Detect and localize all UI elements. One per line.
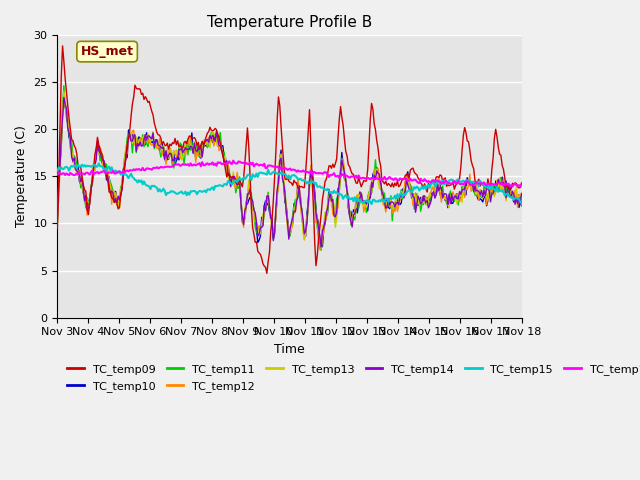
TC_temp10 <box>209 140 216 145</box>
TC_temp15 <box>518 201 525 206</box>
TC_temp15 <box>95 160 102 166</box>
TC_temp15 <box>368 201 376 207</box>
TC_temp10 <box>112 189 120 194</box>
Line: TC_temp14: TC_temp14 <box>58 97 522 247</box>
TC_temp14 <box>112 196 120 202</box>
TC_temp16 <box>215 160 223 166</box>
TC_temp09 <box>495 144 502 150</box>
TC_temp12 <box>495 178 502 183</box>
TC_temp13 <box>112 192 120 197</box>
TC_temp14 <box>209 132 216 138</box>
TC_temp11 <box>193 143 201 149</box>
TC_temp09 <box>518 180 525 186</box>
TC_temp13 <box>495 184 502 190</box>
TC_temp15 <box>193 192 201 197</box>
TC_temp15 <box>112 168 120 173</box>
TC_temp14 <box>60 95 68 100</box>
Text: HS_met: HS_met <box>81 45 134 58</box>
TC_temp12 <box>54 210 61 216</box>
TC_temp15 <box>495 189 502 195</box>
TC_temp12 <box>209 136 216 142</box>
TC_temp13 <box>209 128 216 134</box>
TC_temp15 <box>216 182 224 188</box>
Line: TC_temp13: TC_temp13 <box>58 91 522 244</box>
TC_temp14 <box>495 176 502 182</box>
TC_temp09 <box>263 271 271 276</box>
TC_temp11 <box>54 214 61 220</box>
TC_temp12 <box>258 223 266 228</box>
TC_temp12 <box>60 99 68 105</box>
TC_temp14 <box>258 224 266 230</box>
Line: TC_temp12: TC_temp12 <box>58 102 522 250</box>
TC_temp12 <box>193 146 201 152</box>
TC_temp12 <box>216 146 224 152</box>
TC_temp13 <box>258 222 266 228</box>
TC_temp09 <box>216 140 224 146</box>
TC_temp16 <box>509 184 516 190</box>
TC_temp10 <box>54 216 61 222</box>
TC_temp16 <box>493 180 501 186</box>
Line: TC_temp09: TC_temp09 <box>58 46 522 274</box>
X-axis label: Time: Time <box>274 343 305 356</box>
TC_temp10 <box>216 140 224 146</box>
TC_temp10 <box>317 245 325 251</box>
TC_temp16 <box>207 161 215 167</box>
TC_temp15 <box>54 168 61 174</box>
TC_temp11 <box>112 197 120 203</box>
TC_temp09 <box>209 128 216 133</box>
TC_temp11 <box>216 130 224 135</box>
TC_temp13 <box>54 219 61 225</box>
TC_temp11 <box>60 83 68 88</box>
Legend: TC_temp09, TC_temp10, TC_temp11, TC_temp12, TC_temp13, TC_temp14, TC_temp15, TC_: TC_temp09, TC_temp10, TC_temp11, TC_temp… <box>63 360 640 396</box>
TC_temp14 <box>518 191 525 196</box>
TC_temp13 <box>518 197 525 203</box>
Line: TC_temp16: TC_temp16 <box>58 161 522 187</box>
TC_temp09 <box>112 198 120 204</box>
TC_temp13 <box>216 144 224 150</box>
TC_temp16 <box>54 171 61 177</box>
Line: TC_temp15: TC_temp15 <box>58 163 522 204</box>
TC_temp16 <box>229 158 237 164</box>
TC_temp13 <box>60 88 68 94</box>
TC_temp14 <box>193 149 201 155</box>
TC_temp11 <box>317 248 325 253</box>
TC_temp10 <box>258 215 266 220</box>
TC_temp16 <box>192 163 200 168</box>
TC_temp09 <box>193 143 201 148</box>
TC_temp16 <box>111 170 118 176</box>
TC_temp16 <box>518 182 525 188</box>
Line: TC_temp10: TC_temp10 <box>58 95 522 248</box>
TC_temp09 <box>258 255 266 261</box>
TC_temp12 <box>316 247 324 252</box>
TC_temp13 <box>193 147 201 153</box>
TC_temp14 <box>54 213 61 218</box>
TC_temp16 <box>258 162 266 168</box>
TC_temp15 <box>258 170 266 176</box>
TC_temp14 <box>317 244 325 250</box>
TC_temp15 <box>209 184 216 190</box>
TC_temp12 <box>112 190 120 195</box>
TC_temp11 <box>518 203 525 209</box>
TC_temp11 <box>495 181 502 187</box>
TC_temp12 <box>518 192 525 198</box>
TC_temp10 <box>193 143 201 149</box>
TC_temp10 <box>518 199 525 204</box>
Line: TC_temp11: TC_temp11 <box>58 85 522 251</box>
TC_temp10 <box>60 92 68 98</box>
Title: Temperature Profile B: Temperature Profile B <box>207 15 372 30</box>
Y-axis label: Temperature (C): Temperature (C) <box>15 125 28 228</box>
TC_temp14 <box>216 143 224 149</box>
TC_temp10 <box>495 188 502 193</box>
TC_temp11 <box>209 130 216 136</box>
TC_temp11 <box>258 225 266 230</box>
TC_temp09 <box>59 43 67 49</box>
TC_temp09 <box>54 226 61 231</box>
TC_temp13 <box>317 241 325 247</box>
